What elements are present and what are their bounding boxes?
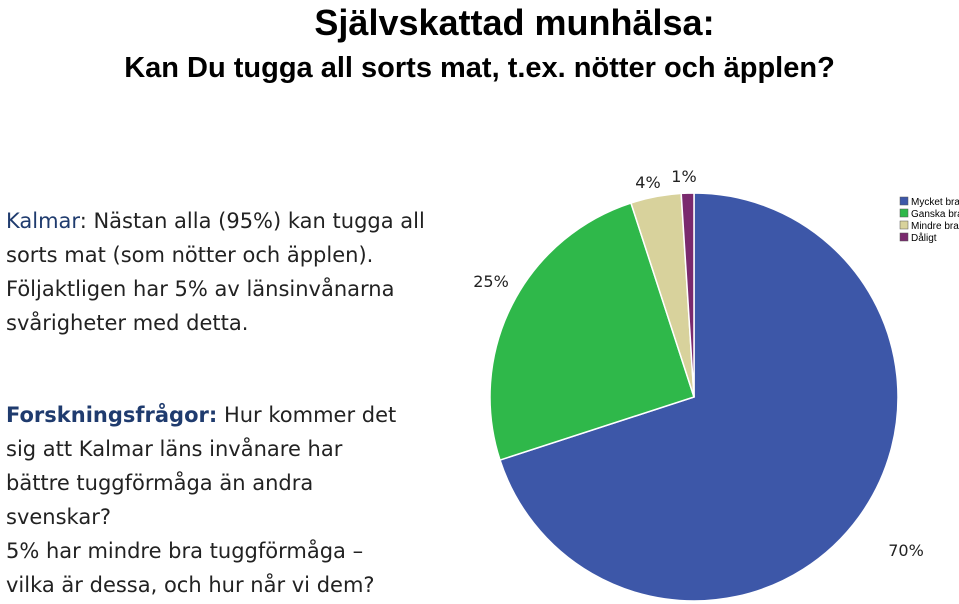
pie-slices xyxy=(489,192,899,602)
kalmar-summary: Kalmar: Nästan alla (95%) kan tugga all … xyxy=(6,204,426,340)
legend-swatch-daligt xyxy=(899,232,909,242)
research-questions: Forskningsfrågor: Hur kommer det sig att… xyxy=(6,398,406,602)
kalmar-label: Kalmar xyxy=(6,209,80,233)
legend-label-mycket-bra: Mycket bra xyxy=(911,197,959,208)
pie-labels: 70% 25% 4% 1% xyxy=(473,167,930,562)
slice-label-ganska-bra: 25% xyxy=(473,272,509,291)
pie-slice-daligt xyxy=(680,192,695,398)
legend-swatch-mycket-bra xyxy=(899,196,909,206)
slice-label-box-mycket-bra xyxy=(882,539,930,562)
kalmar-text: : Nästan alla (95%) kan tugga all sorts … xyxy=(6,209,425,335)
chart-title: Självskattad munhälsa: xyxy=(314,2,715,43)
pie-slice-ganska-bra xyxy=(489,202,695,461)
slice-label-mycket-bra: 70% xyxy=(888,541,924,560)
legend-swatch-ganska-bra xyxy=(899,208,909,218)
chart-subtitle: Kan Du tugga all sorts mat, t.ex. nötter… xyxy=(124,52,835,84)
slice-label-daligt: 1% xyxy=(671,167,696,186)
research-text-2: 5% har mindre bra tuggförmåga – vilka är… xyxy=(6,539,375,597)
legend-label-mindre-bra: Mindre bra xyxy=(911,221,959,232)
research-text: Hur kommer det sig att Kalmar läns invån… xyxy=(6,403,397,529)
pie-slice-mycket-bra xyxy=(499,192,899,602)
legend-label-daligt: Dåligt xyxy=(911,232,937,244)
slice-label-mindre-bra: 4% xyxy=(635,173,660,192)
legend-label-ganska-bra: Ganska bra xyxy=(911,209,959,220)
legend-swatch-mindre-bra xyxy=(899,220,909,230)
research-label: Forskningsfrågor: xyxy=(6,403,218,427)
